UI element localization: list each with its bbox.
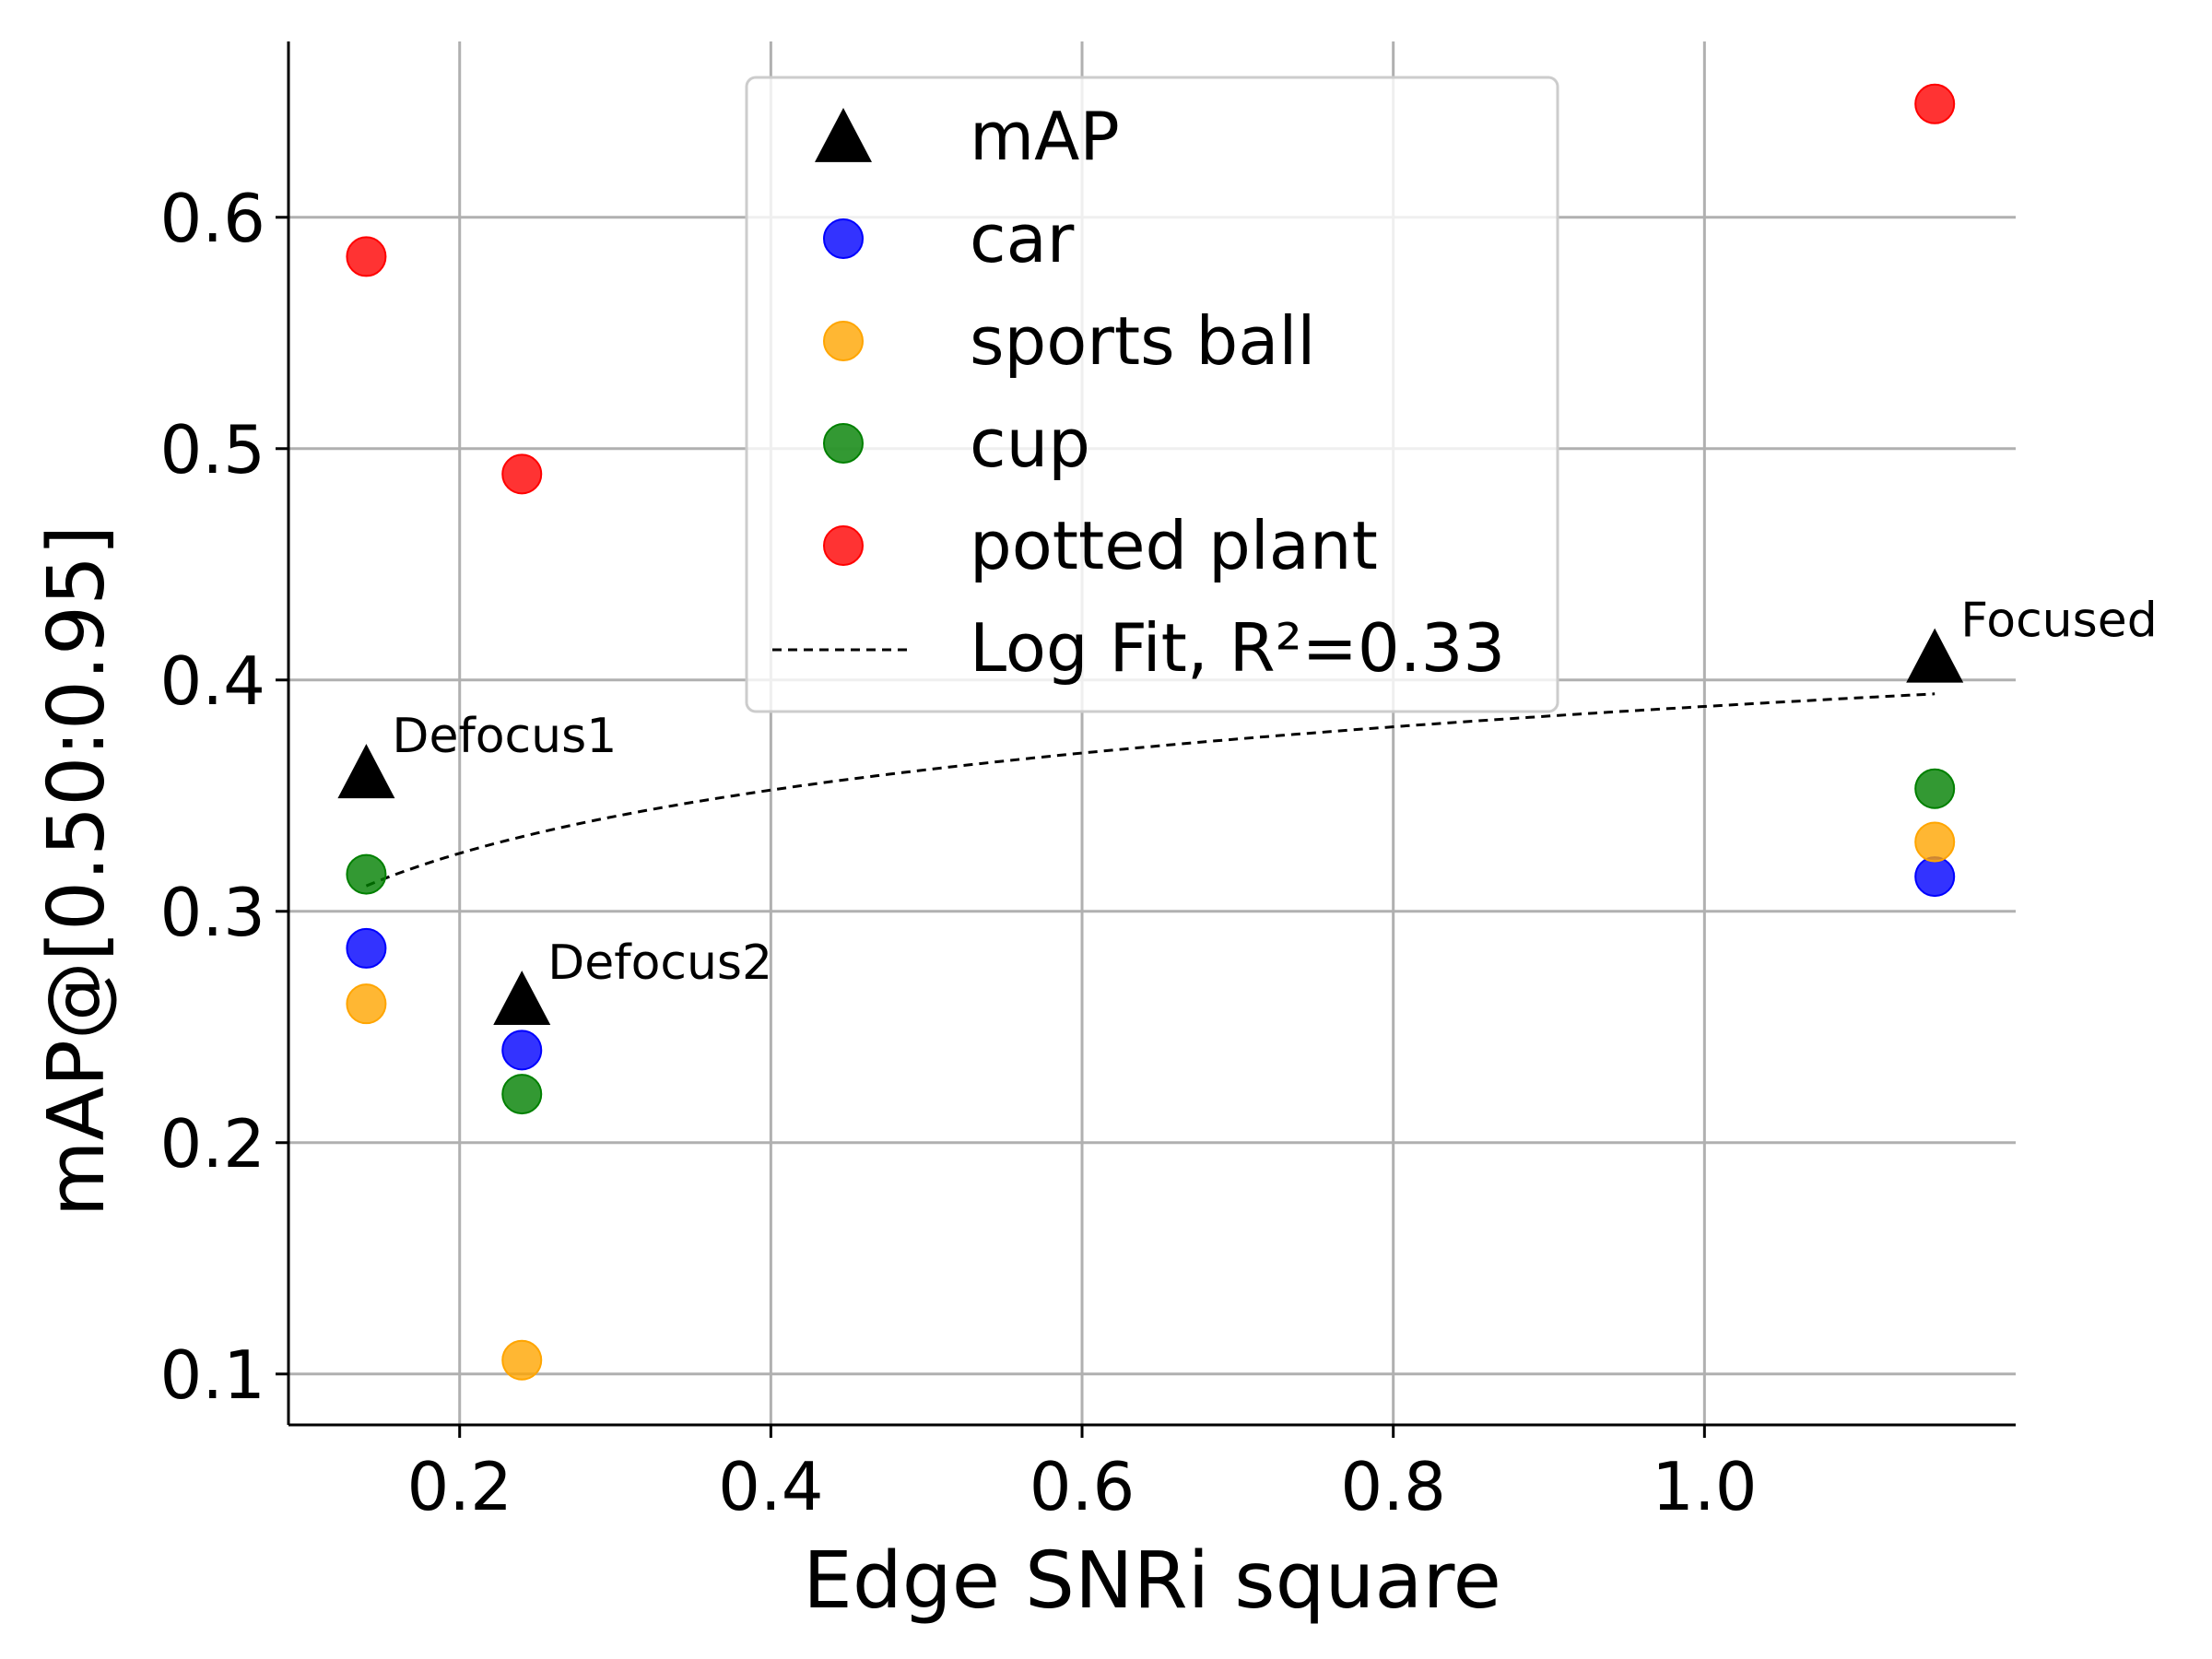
car-point (1914, 856, 1956, 898)
map-point (1906, 628, 1964, 683)
sports-ball-point (501, 1339, 543, 1381)
legend-marker-circle (823, 423, 864, 464)
y-tick-label: 0.4 (159, 642, 265, 720)
axes-spines (287, 41, 2016, 1427)
potted-plant-point (1914, 83, 1956, 124)
axis-ticks: 0.2 0.4 0.6 0.8 1.0 0.1 0.2 0.3 0.4 0.5 0.6 (159, 180, 1757, 1525)
y-tick-label: 0.6 (159, 180, 265, 257)
potted-plant-point (501, 453, 543, 495)
legend-marker-circle (823, 525, 864, 566)
map-point (493, 971, 551, 1026)
cup-point (346, 853, 387, 895)
log-fit-layer (365, 692, 1936, 888)
cup-point (1914, 768, 1956, 809)
legend: mAP car sports ball cup potted plant Log Fit,… (745, 76, 1559, 713)
legend-marker-circle (823, 218, 864, 259)
y-tick-label: 0.3 (159, 874, 265, 951)
annotation-label: Defocus1 (392, 709, 617, 764)
cup-point (501, 1074, 543, 1115)
x-tick-label: 0.4 (718, 1448, 824, 1525)
legend-label: sports ball (970, 302, 1315, 380)
log-fit-line (365, 692, 1936, 888)
map-point (337, 744, 395, 799)
annotation-label: Defocus2 (547, 935, 772, 991)
legend-marker-triangle (815, 108, 872, 162)
legend-label: potted plant (970, 507, 1378, 584)
potted-plant-point (346, 236, 387, 277)
car-point (501, 1030, 543, 1071)
legend-label: car (970, 200, 1075, 277)
car-point (346, 927, 387, 969)
legend-label: cup (970, 405, 1090, 482)
point-annotations: Defocus1 Defocus2 Focused (392, 594, 2157, 991)
x-tick-label: 0.8 (1340, 1448, 1446, 1525)
sports-ball-point (346, 983, 387, 1025)
data-points (337, 83, 1964, 1381)
x-tick-label: 1.0 (1652, 1448, 1758, 1525)
annotation-label: Focused (1960, 594, 2158, 649)
y-tick-label: 0.2 (159, 1105, 265, 1182)
y-tick-label: 0.5 (159, 411, 265, 488)
x-axis-label: Edge SNRi square (803, 1535, 1501, 1627)
sports-ball-point (1914, 821, 1956, 863)
legend-box (745, 76, 1559, 713)
legend-label: Log Fit, R²=0.33 (970, 609, 1505, 687)
legend-label: mAP (970, 98, 1120, 175)
legend-marker-circle (823, 321, 864, 361)
x-tick-label: 0.6 (1030, 1448, 1135, 1525)
y-tick-label: 0.1 (159, 1336, 265, 1414)
y-axis-label: mAP@[0.50:0.95] (31, 525, 123, 1218)
x-tick-label: 0.2 (406, 1448, 512, 1525)
